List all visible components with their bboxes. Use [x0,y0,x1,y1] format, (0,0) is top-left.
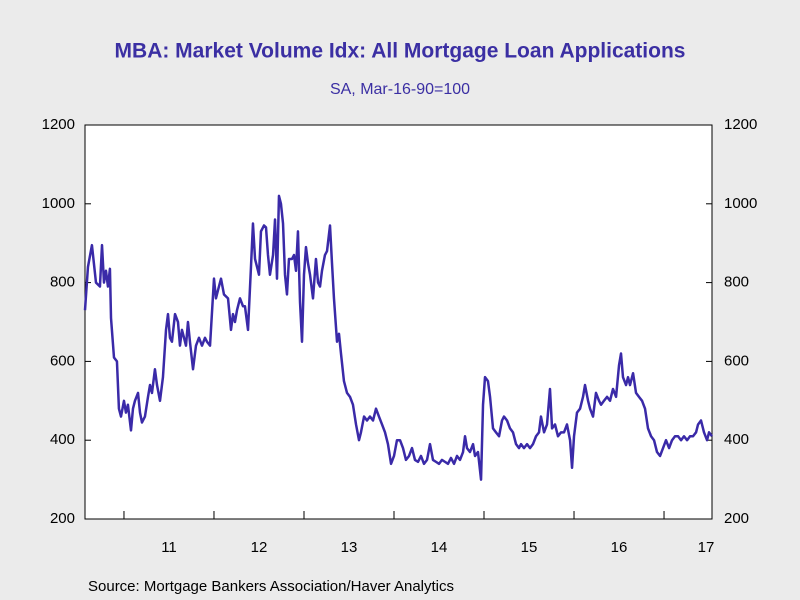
y2-tick-label: 200 [724,510,749,527]
y-tick-label: 600 [50,352,75,369]
y2-tick-label: 1000 [724,195,757,212]
plot-area [84,124,713,520]
y-tick-label: 1200 [42,116,75,133]
y-tick-label: 400 [50,431,75,448]
source-note: Source: Mortgage Bankers Association/Hav… [88,578,454,595]
chart-title: MBA: Market Volume Idx: All Mortgage Loa… [115,40,686,63]
x-tick-label: 17 [698,539,715,556]
data-line [83,194,713,481]
y2-tick-label: 600 [724,352,749,369]
y2-tick-label: 800 [724,274,749,291]
x-tick-label: 13 [341,539,358,556]
chart-subtitle: SA, Mar-16-90=100 [330,81,470,98]
y-tick-label: 200 [50,510,75,527]
x-tick-label: 14 [431,539,448,556]
y-tick-label: 800 [50,274,75,291]
y2-tick-label: 1200 [724,116,757,133]
y2-tick-label: 400 [724,431,749,448]
x-tick-label: 16 [611,539,628,556]
x-tick-label: 12 [251,539,268,556]
x-tick-label: 11 [161,539,177,556]
x-tick-label: 15 [521,539,538,556]
y-tick-label: 1000 [42,195,75,212]
